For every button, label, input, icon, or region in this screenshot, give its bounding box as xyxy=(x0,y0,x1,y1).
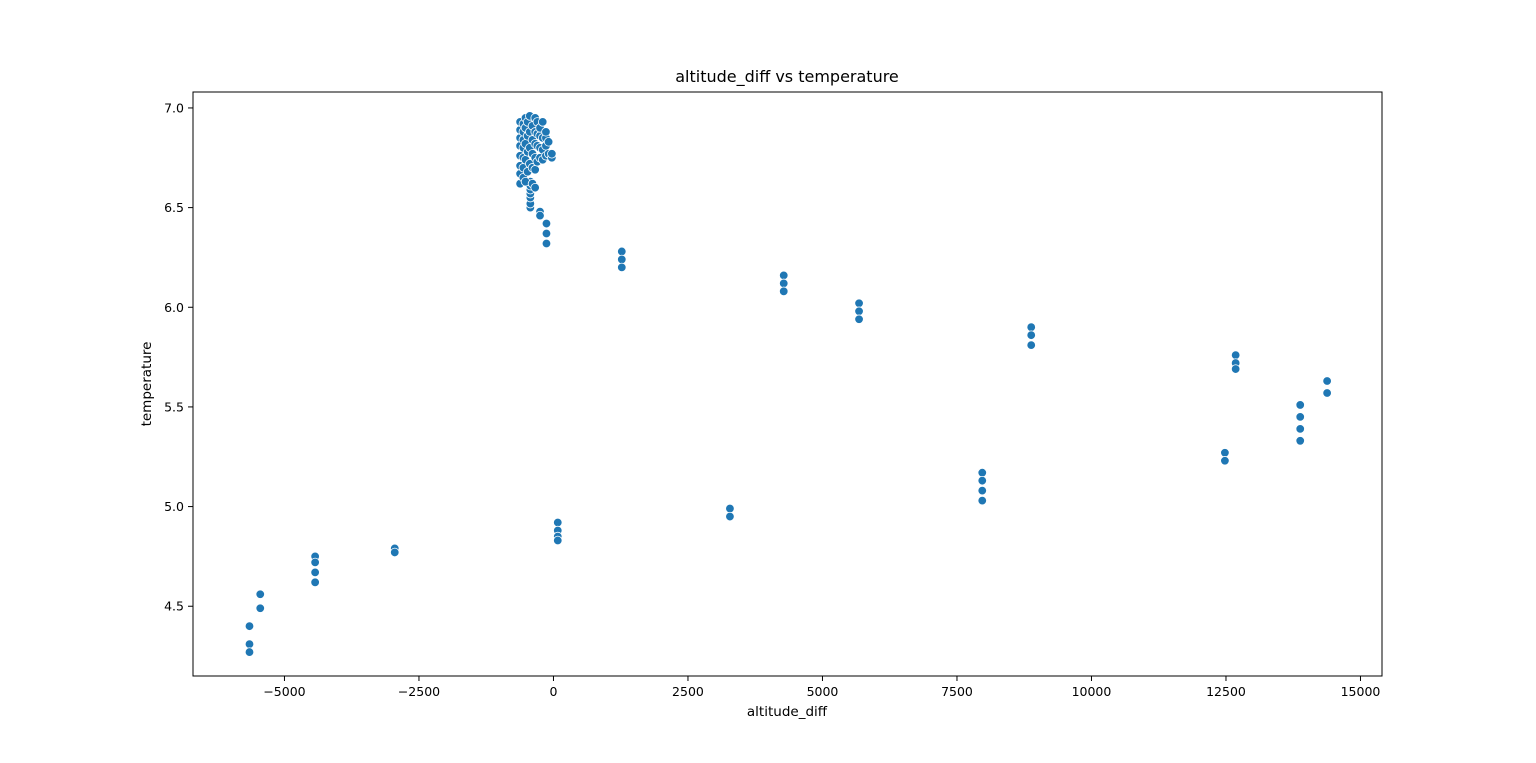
data-point xyxy=(725,503,735,514)
data-point xyxy=(1295,424,1305,434)
x-tick-label: 12500 xyxy=(1206,684,1246,699)
data-point xyxy=(543,137,554,147)
data-point xyxy=(541,228,552,239)
data-point xyxy=(1295,400,1305,410)
data-point xyxy=(1295,412,1305,422)
data-point xyxy=(538,117,548,127)
data-point xyxy=(244,621,255,631)
data-point xyxy=(725,511,735,522)
data-point xyxy=(310,577,320,588)
data-point xyxy=(310,557,320,568)
data-point xyxy=(977,495,987,506)
data-point xyxy=(617,262,627,273)
y-tick-label: 4.5 xyxy=(164,599,184,614)
data-point xyxy=(1322,388,1332,398)
data-point xyxy=(1230,364,1241,374)
y-axis-ticks: 4.5 5.0 5.5 6.0 6.5 7.0 xyxy=(164,100,193,614)
x-tick-label: 10000 xyxy=(1072,684,1112,699)
data-point xyxy=(617,254,627,265)
data-point xyxy=(1230,350,1241,360)
data-point xyxy=(553,535,563,546)
y-tick-label: 6.5 xyxy=(164,200,184,215)
data-point xyxy=(244,647,255,657)
data-point xyxy=(854,298,864,308)
chart-title: altitude_diff vs temperature xyxy=(675,67,899,87)
data-point xyxy=(1026,322,1036,332)
data-point xyxy=(535,210,545,221)
data-points xyxy=(244,111,1332,657)
x-tick-label: 0 xyxy=(549,684,557,699)
data-point xyxy=(541,238,552,249)
y-tick-label: 5.0 xyxy=(164,499,184,514)
data-point xyxy=(977,485,987,496)
y-axis-label: temperature xyxy=(139,342,155,427)
data-point xyxy=(1220,448,1230,458)
data-point xyxy=(390,547,400,558)
data-point xyxy=(617,246,627,257)
data-point xyxy=(854,314,864,324)
data-point xyxy=(310,567,320,578)
data-point xyxy=(1322,376,1332,386)
plot-area-frame xyxy=(192,91,1383,677)
data-point xyxy=(1220,456,1230,466)
data-point xyxy=(854,306,864,316)
x-axis-ticks: −5000 −2500 0 2500 5000 7500 10000 12500 15000 xyxy=(263,676,1380,699)
y-tick-label: 6.0 xyxy=(164,300,184,315)
data-point xyxy=(541,218,552,229)
data-point xyxy=(1295,436,1305,446)
x-tick-label: 2500 xyxy=(672,684,704,699)
x-tick-label: −5000 xyxy=(263,684,305,699)
data-point xyxy=(977,475,987,486)
data-point xyxy=(1026,330,1036,340)
y-tick-label: 5.5 xyxy=(164,399,184,414)
data-point xyxy=(779,278,789,289)
x-tick-label: 5000 xyxy=(807,684,839,699)
data-point xyxy=(977,468,987,478)
x-tick-label: −2500 xyxy=(398,684,440,699)
data-point xyxy=(244,639,255,649)
data-point xyxy=(779,270,789,281)
y-tick-label: 7.0 xyxy=(164,100,184,115)
data-point xyxy=(547,149,557,159)
data-point xyxy=(553,517,563,528)
x-tick-label: 15000 xyxy=(1341,684,1381,699)
x-axis-label: altitude_diff xyxy=(747,704,828,720)
data-point xyxy=(779,286,789,297)
data-point xyxy=(530,182,540,193)
data-point xyxy=(255,603,265,613)
data-point xyxy=(541,127,551,137)
data-point xyxy=(1026,340,1036,350)
data-point xyxy=(530,165,540,175)
data-point xyxy=(255,589,265,599)
x-tick-label: 7500 xyxy=(941,684,973,699)
